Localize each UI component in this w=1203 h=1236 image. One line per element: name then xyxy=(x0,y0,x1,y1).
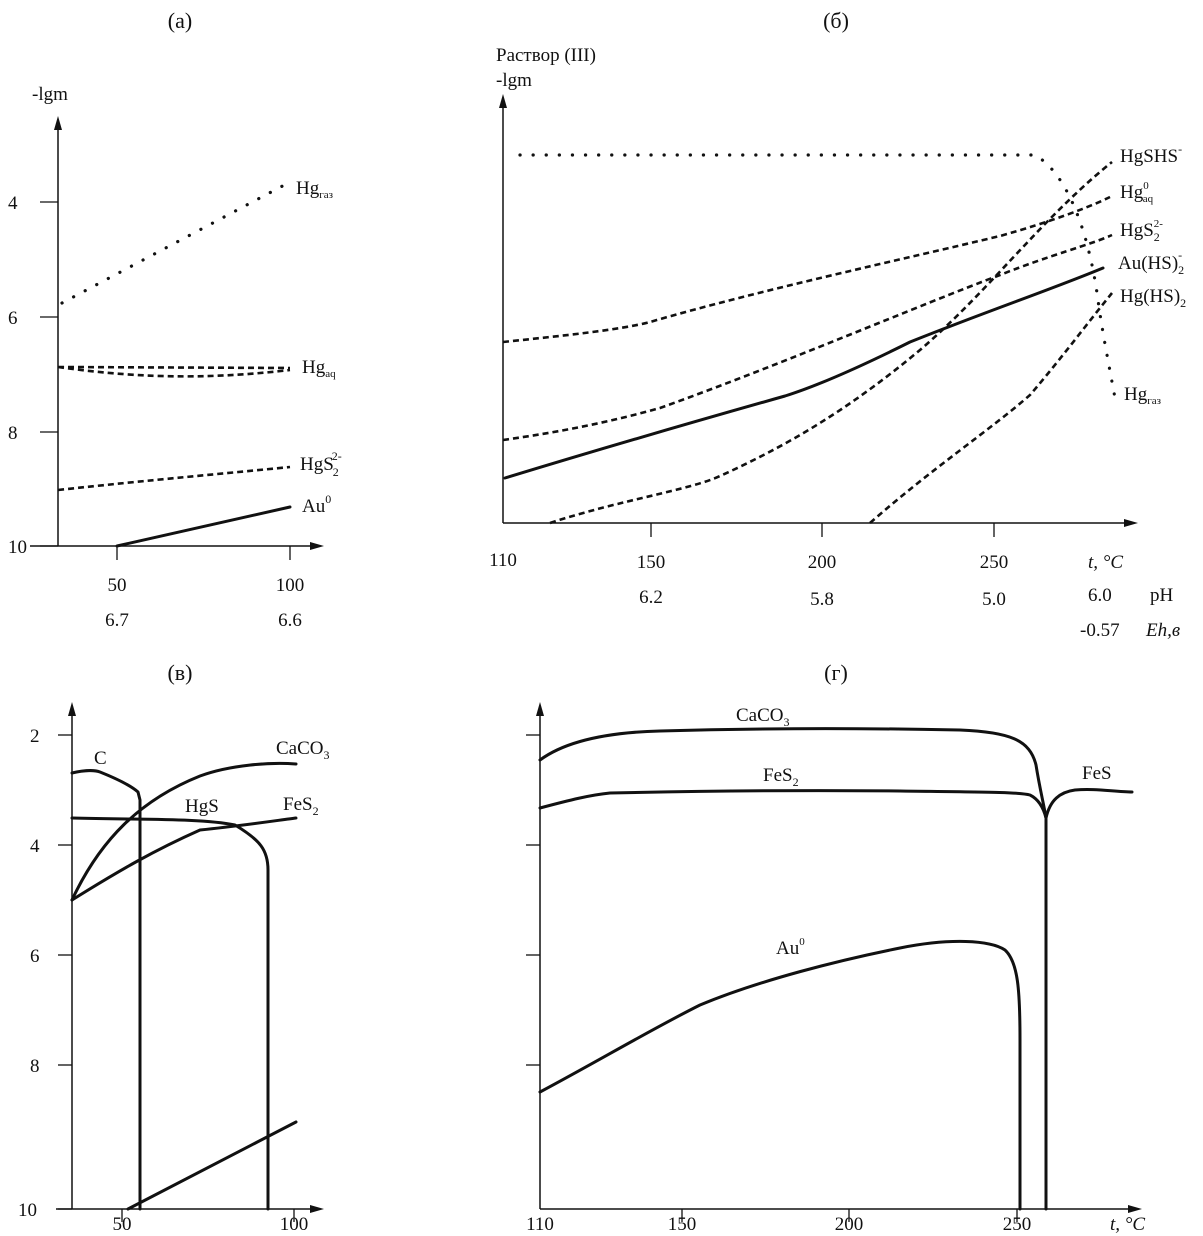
panel-d-y-arrow xyxy=(536,702,544,716)
panel-b-x-arrow xyxy=(1124,519,1138,527)
panel-b-curve-hg-aq xyxy=(502,195,1111,344)
panel-d-curve-fes2 xyxy=(538,789,1048,820)
panel-a-label-hg-gas: Hgгаз xyxy=(296,178,333,201)
panel-b-curve-hgshs xyxy=(549,160,1113,525)
panel-c-ytick-label-10: 10 xyxy=(18,1200,37,1221)
panel-a-ylabel: -lgm xyxy=(32,84,68,105)
panel-d-x-arrow xyxy=(1128,1205,1142,1213)
panel-c: (в) 2 4 6 8 10 50 100 C CaCO3 HgS FeS2 xyxy=(18,660,330,1235)
panel-b-label-hg-gas: Hgгаз xyxy=(1124,384,1161,407)
panel-b-ph-end: 6.0 xyxy=(1088,585,1112,606)
panel-d-xtick-label-150: 150 xyxy=(668,1214,697,1235)
panel-b-label-hgs2: HgS22- xyxy=(1120,218,1163,244)
panel-b-ph-unit: pH xyxy=(1150,585,1174,606)
panel-a-curve-au0 xyxy=(115,505,292,548)
panel-c-curve-lower xyxy=(126,1120,298,1211)
panel-a-title: (a) xyxy=(168,8,192,33)
panel-a-curve-hg-aq xyxy=(57,365,291,378)
panel-a-ytick-label-10: 10 xyxy=(8,537,27,558)
panel-b-curve-hgs2 xyxy=(502,233,1113,442)
panel-c-ytick-label-4: 4 xyxy=(30,836,40,857)
panel-d-xtick-label-110: 110 xyxy=(526,1214,554,1235)
panel-a-ph-label-1: 6.7 xyxy=(105,610,129,631)
panel-d-curve-fes xyxy=(1044,787,1134,820)
panel-d: (г) 110 150 200 250 t, °C CaCO3 FeS2 FeS… xyxy=(526,660,1145,1235)
panel-a-label-hgs2: HgS22- xyxy=(300,449,342,479)
panel-a-ph-label-2: 6.6 xyxy=(278,610,302,631)
panel-b-label-hgshs: HgSHS- xyxy=(1120,142,1182,167)
panel-a-ytick-label-6: 6 xyxy=(8,308,18,329)
panel-c-label-c: C xyxy=(94,748,107,769)
panel-c-label-fes2: FeS2 xyxy=(283,794,319,818)
panel-d-curve-caco3 xyxy=(538,727,1048,820)
panel-c-ytick-label-6: 6 xyxy=(30,946,40,967)
panel-a-xtick-label-100: 100 xyxy=(276,575,305,596)
panel-c-label-hgs: HgS xyxy=(185,796,219,817)
panel-d-curve-au0 xyxy=(538,939,1022,1211)
panel-b-title: (б) xyxy=(823,8,849,33)
panel-b-xtick-label-150: 150 xyxy=(637,552,666,573)
panel-c-curve-fes2 xyxy=(70,816,298,902)
panel-c-title: (в) xyxy=(167,660,192,685)
panel-d-xtick-label-250: 250 xyxy=(1003,1214,1032,1235)
panel-d-xtick-label-200: 200 xyxy=(835,1214,864,1235)
panel-b-x-unit: t, °C xyxy=(1088,552,1123,573)
panel-d-x-unit: t, °C xyxy=(1110,1214,1145,1235)
panel-b-curve-au-hs2 xyxy=(503,266,1105,480)
panel-b-curve-hg-hs2 xyxy=(869,292,1114,524)
panel-c-xtick-label-100: 100 xyxy=(280,1214,309,1235)
panel-c-x-arrow xyxy=(310,1205,324,1213)
panel-d-label-caco3: CaCO3 xyxy=(736,705,790,729)
panel-a-ytick-label-8: 8 xyxy=(8,423,18,444)
panel-b-y-arrow xyxy=(499,94,507,108)
panel-c-y-arrow xyxy=(68,702,76,716)
panel-a-y-arrow xyxy=(54,116,62,130)
panel-d-title: (г) xyxy=(824,660,848,685)
panel-b-label-hg-hs2: Hg(HS)2 xyxy=(1120,286,1186,310)
panel-b-xtick-label-200: 200 xyxy=(808,552,837,573)
panel-d-label-fes2: FeS2 xyxy=(763,765,799,789)
panel-c-curve-c xyxy=(70,769,142,1211)
panel-d-label-au0: Au0 xyxy=(776,936,805,959)
panel-b-ph-label-2: 5.8 xyxy=(810,589,834,610)
panel-a-curve-hgs2 xyxy=(57,465,291,492)
panel-b-ylabel: -lgm xyxy=(496,70,532,91)
panel-a: (a) -lgm 4 6 8 10 50 100 6.7 6.6 Hgгаз H… xyxy=(8,8,342,631)
panel-b-label-hg-aq: Hg0 aq xyxy=(1120,180,1154,205)
panel-b-curve-hg-gas xyxy=(518,153,1117,400)
panel-c-xtick-label-50: 50 xyxy=(113,1214,132,1235)
panel-a-ytick-label-4: 4 xyxy=(8,193,18,214)
panel-b-eh-value: -0.57 xyxy=(1080,620,1120,641)
panel-b-label-au-hs2: Au(HS)2- xyxy=(1118,248,1184,277)
panel-b-header: Раствор (III) xyxy=(496,45,596,66)
panel-a-curve-hg-gas xyxy=(60,180,292,305)
panel-c-ytick-label-8: 8 xyxy=(30,1056,40,1077)
panel-a-label-au0: Au0 xyxy=(302,492,331,517)
panel-d-label-fes: FeS xyxy=(1082,763,1112,784)
panel-b-eh-unit: Eh,в xyxy=(1145,620,1180,641)
panel-b-xtick-label-110: 110 xyxy=(489,550,517,571)
panel-c-ytick-label-2: 2 xyxy=(30,726,40,747)
panel-b: (б) Раствор (III) -lgm 110 150 200 250 t… xyxy=(489,8,1186,641)
panel-c-label-caco3: CaCO3 xyxy=(276,738,330,762)
panel-a-label-hg-aq: Hgaq xyxy=(302,357,336,380)
panel-c-curve-hgs xyxy=(70,816,270,1211)
panel-c-curve-caco3 xyxy=(70,761,298,902)
panel-b-ph-label-1: 6.2 xyxy=(639,587,663,608)
panel-b-ph-label-3: 5.0 xyxy=(982,589,1006,610)
panel-b-xtick-label-250: 250 xyxy=(980,552,1009,573)
panel-a-x-arrow xyxy=(310,542,324,550)
panel-a-xtick-label-50: 50 xyxy=(108,575,127,596)
